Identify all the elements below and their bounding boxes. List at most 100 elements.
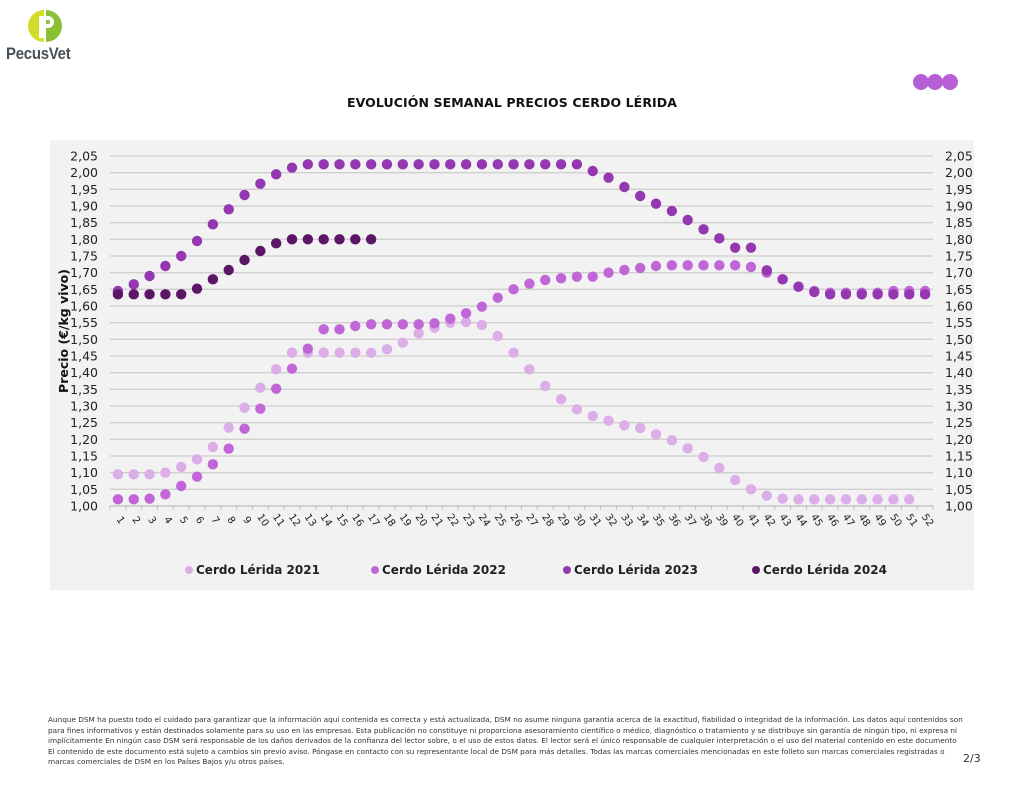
y-tick-label-left: 1,50 (70, 332, 98, 347)
data-point (365, 159, 377, 170)
data-point (824, 289, 836, 300)
data-point (160, 260, 171, 272)
y-tick-label-left: 2,05 (70, 149, 98, 164)
data-point (555, 159, 567, 170)
data-point (365, 319, 377, 330)
x-tick-label: 28 (539, 512, 555, 529)
x-tick-label: 4 (161, 515, 174, 527)
x-tick-label: 21 (428, 512, 444, 529)
data-point (856, 494, 867, 505)
data-point (334, 347, 345, 358)
disclaimer-text: Aunque DSM ha puesto todo el cuidado par… (48, 715, 963, 766)
y-axis-title: Precio (€/kg vivo) (56, 269, 71, 393)
legend-item-2022: Cerdo Lérida 2022 (371, 563, 506, 577)
x-tick-label: 31 (587, 512, 603, 529)
data-point (302, 234, 314, 245)
data-point (381, 319, 393, 330)
y-tick-label-left: 1,35 (70, 382, 98, 397)
data-point (270, 238, 282, 249)
chart-panel: 1,00 1,00 1,05 1,05 1,10 1,10 1,15 1,15 1,20 1,20… (50, 140, 974, 590)
y-tick-label-right: 1,20 (945, 432, 973, 447)
data-point (603, 172, 614, 183)
data-point (682, 214, 693, 226)
data-point (666, 435, 678, 446)
data-point (381, 159, 393, 170)
y-tick-label-right: 1,95 (945, 182, 973, 197)
data-point (714, 260, 725, 271)
legend-item-2021: Cerdo Lérida 2021 (185, 563, 320, 577)
data-point (650, 198, 662, 209)
x-tick-label: 34 (634, 512, 650, 529)
x-tick-label: 35 (650, 512, 666, 529)
data-point (207, 441, 219, 453)
x-tick-label: 22 (444, 512, 460, 529)
data-point (318, 324, 329, 335)
data-point (761, 265, 773, 276)
data-point (365, 234, 377, 245)
x-tick-label: 1 (114, 515, 127, 527)
y-tick-label-left: 1,70 (70, 265, 98, 280)
y-tick-label-right: 2,00 (945, 165, 973, 180)
data-point (508, 347, 519, 358)
data-point (223, 443, 234, 454)
data-point (429, 318, 440, 329)
x-tick-label: 51 (903, 512, 919, 529)
x-tick-label: 42 (761, 512, 777, 529)
x-tick-label: 24 (476, 512, 492, 529)
data-point (191, 235, 203, 247)
y-tick-label-left: 1,20 (70, 432, 98, 447)
data-point (540, 380, 551, 392)
data-point (207, 274, 219, 285)
data-point (745, 484, 757, 495)
data-point (365, 347, 377, 358)
data-point (144, 493, 155, 504)
x-tick-label: 38 (697, 512, 713, 529)
data-point (445, 313, 456, 324)
y-tick-label-left: 1,95 (70, 182, 98, 197)
data-point (650, 429, 662, 440)
x-tick-label: 8 (224, 515, 237, 527)
x-tick-label: 32 (602, 512, 618, 529)
data-point (904, 289, 915, 300)
data-point (128, 289, 139, 300)
data-point (777, 274, 788, 285)
page-number: 2/3 (963, 752, 981, 765)
data-point (191, 283, 203, 294)
data-point (888, 494, 899, 505)
data-point (397, 319, 408, 330)
data-point (714, 462, 725, 474)
data-point (223, 264, 234, 276)
x-tick-label: 39 (713, 512, 729, 529)
data-point (350, 320, 361, 332)
x-tick-label: 36 (666, 512, 682, 529)
x-tick-label: 14 (318, 512, 334, 529)
data-point (270, 364, 282, 375)
y-tick-label-right: 1,80 (945, 232, 973, 247)
x-tick-label: 50 (887, 512, 903, 529)
y-tick-label-right: 1,75 (945, 249, 973, 264)
x-tick-label: 18 (381, 512, 397, 529)
x-tick-label: 17 (365, 512, 381, 529)
x-tick-label: 3 (145, 515, 158, 527)
data-point (397, 337, 408, 348)
data-point (540, 274, 551, 286)
data-point (460, 316, 472, 328)
data-point (144, 270, 155, 282)
data-point (286, 347, 298, 358)
y-tick-label-right: 1,70 (945, 265, 973, 280)
data-point (745, 242, 757, 253)
x-tick-label: 12 (286, 512, 302, 529)
data-point (286, 363, 298, 374)
y-tick-label-right: 1,90 (945, 199, 973, 214)
data-point (555, 394, 567, 405)
data-point (729, 474, 741, 486)
y-tick-label-left: 1,10 (70, 465, 98, 480)
y-tick-label-left: 2,00 (70, 165, 98, 180)
data-point (666, 260, 678, 271)
legend-marker (563, 566, 571, 574)
data-point (635, 262, 646, 274)
data-point (540, 159, 551, 170)
data-point (571, 271, 583, 282)
y-tick-label-right: 1,00 (945, 499, 973, 514)
x-tick-label: 16 (349, 512, 365, 529)
